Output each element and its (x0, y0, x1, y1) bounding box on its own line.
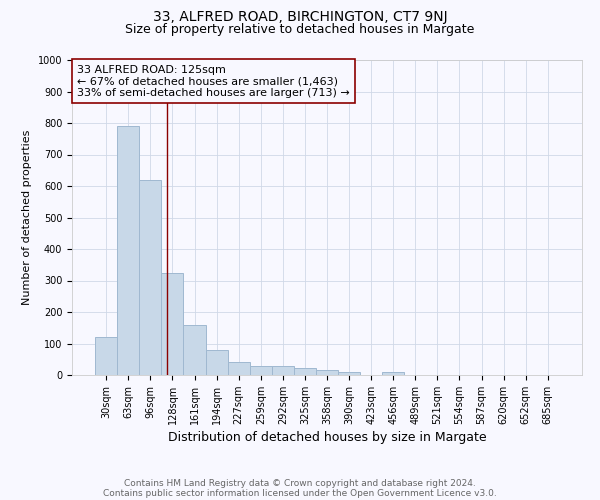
Bar (272, 366, 294, 375)
Text: Contains public sector information licensed under the Open Government Licence v3: Contains public sector information licen… (103, 488, 497, 498)
Bar (294, 368, 316, 375)
Bar (338, 372, 360, 375)
Bar (117, 126, 139, 375)
Bar (227, 362, 250, 375)
Bar (250, 366, 272, 375)
Bar (382, 372, 404, 375)
Text: 33 ALFRED ROAD: 125sqm
← 67% of detached houses are smaller (1,463)
33% of semi-: 33 ALFRED ROAD: 125sqm ← 67% of detached… (77, 64, 350, 98)
Text: Size of property relative to detached houses in Margate: Size of property relative to detached ho… (125, 22, 475, 36)
Bar (184, 324, 206, 375)
X-axis label: Distribution of detached houses by size in Margate: Distribution of detached houses by size … (167, 431, 487, 444)
Bar (95, 337, 117, 375)
Bar (139, 180, 161, 375)
Bar (161, 272, 184, 375)
Text: 33, ALFRED ROAD, BIRCHINGTON, CT7 9NJ: 33, ALFRED ROAD, BIRCHINGTON, CT7 9NJ (152, 10, 448, 24)
Bar (206, 350, 227, 375)
Text: Contains HM Land Registry data © Crown copyright and database right 2024.: Contains HM Land Registry data © Crown c… (124, 478, 476, 488)
Y-axis label: Number of detached properties: Number of detached properties (22, 130, 32, 305)
Bar (316, 370, 338, 375)
